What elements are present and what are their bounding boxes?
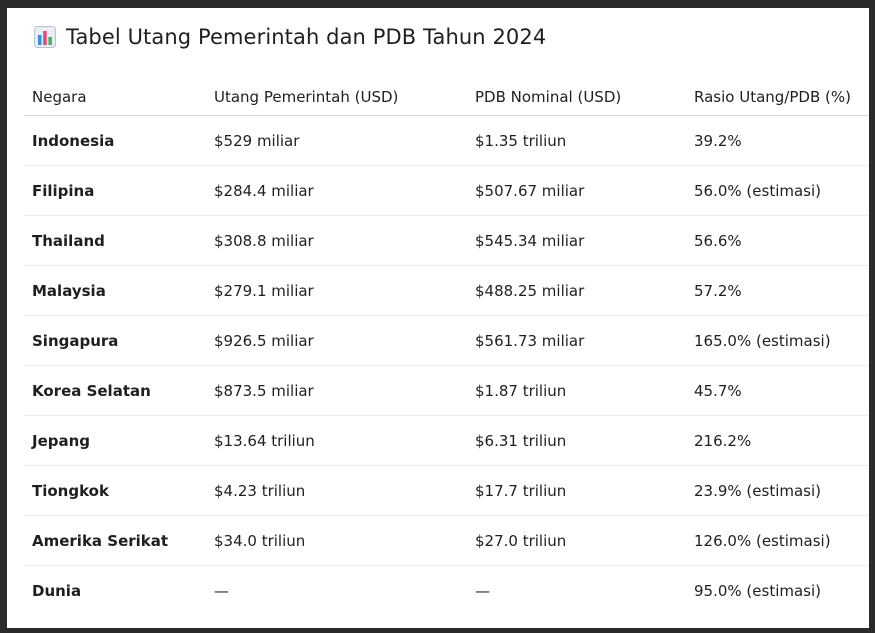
page-title: Tabel Utang Pemerintah dan PDB Tahun 202…: [66, 25, 547, 49]
cell-ratio: 216.2%: [686, 415, 869, 466]
cell-debt: $529 miliar: [206, 115, 467, 166]
cell-debt: $926.5 miliar: [206, 315, 467, 366]
cell-gdp: $545.34 miliar: [467, 215, 686, 266]
column-header-pdb: PDB Nominal (USD): [467, 78, 686, 116]
cell-gdp: $17.7 triliun: [467, 465, 686, 516]
cell-ratio: 56.6%: [686, 215, 869, 266]
table-row: Filipina $284.4 miliar $507.67 miliar 56.0%…: [24, 165, 869, 216]
column-header-rasio: Rasio Utang/PDB (%): [686, 78, 869, 116]
cell-gdp: $1.35 triliun: [467, 115, 686, 166]
cell-ratio: 57.2%: [686, 265, 869, 316]
bar-chart-icon: [34, 26, 56, 48]
cell-debt: $873.5 miliar: [206, 365, 467, 416]
table-row: Tiongkok $4.23 triliun $17.7 triliun 23.9% …: [24, 465, 869, 516]
cell-ratio: 23.9% (estimasi): [686, 465, 869, 516]
cell-country: Thailand: [24, 215, 206, 266]
cell-country: Filipina: [24, 165, 206, 216]
cell-debt: $13.64 triliun: [206, 415, 467, 466]
cell-gdp: $27.0 triliun: [467, 515, 686, 566]
cell-country: Amerika Serikat: [24, 515, 206, 566]
cell-gdp: $6.31 triliun: [467, 415, 686, 466]
cell-ratio: 45.7%: [686, 365, 869, 416]
title-row: Tabel Utang Pemerintah dan PDB Tahun 202…: [34, 22, 546, 52]
table-row: Dunia — — 95.0% (estimasi): [24, 566, 869, 616]
column-header-negara: Negara: [24, 78, 206, 116]
cell-country: Malaysia: [24, 265, 206, 316]
cell-debt: $284.4 miliar: [206, 165, 467, 216]
cell-debt: $34.0 triliun: [206, 515, 467, 566]
cell-ratio: 165.0% (estimasi): [686, 315, 869, 366]
cell-debt: $4.23 triliun: [206, 465, 467, 516]
cell-ratio: 95.0% (estimasi): [694, 581, 822, 600]
cell-ratio: 39.2%: [686, 115, 869, 166]
cell-ratio: 56.0% (estimasi): [686, 165, 869, 216]
cell-country: Jepang: [24, 415, 206, 466]
cell-country: Indonesia: [24, 115, 206, 166]
cell-gdp: $488.25 miliar: [467, 265, 686, 316]
cell-gdp: $1.87 triliun: [467, 365, 686, 416]
table-row: Jepang $13.64 triliun $6.31 triliun 216.2%: [24, 415, 869, 466]
cell-country: Singapura: [24, 315, 206, 366]
cell-debt: $308.8 miliar: [206, 215, 467, 266]
cell-gdp: —: [475, 581, 490, 600]
column-header-utang: Utang Pemerintah (USD): [206, 78, 467, 116]
cell-country: Dunia: [32, 581, 82, 600]
document-panel: Tabel Utang Pemerintah dan PDB Tahun 202…: [7, 8, 869, 628]
cell-gdp: $561.73 miliar: [467, 315, 686, 366]
table-row: Indonesia $529 miliar $1.35 triliun 39.2%: [24, 115, 869, 166]
cell-debt: $279.1 miliar: [206, 265, 467, 316]
table-row: Singapura $926.5 miliar $561.73 miliar 165.…: [24, 315, 869, 366]
cell-debt: —: [214, 581, 229, 600]
debt-gdp-table: Negara Utang Pemerintah (USD) PDB Nomina…: [24, 78, 869, 615]
table-row: Amerika Serikat $34.0 triliun $27.0 triliu…: [24, 515, 869, 566]
cell-ratio: 126.0% (estimasi): [686, 515, 869, 566]
cell-gdp: $507.67 miliar: [467, 165, 686, 216]
table-row: Thailand $308.8 miliar $545.34 miliar 56.6%: [24, 215, 869, 266]
table-row: Malaysia $279.1 miliar $488.25 miliar 57.2%: [24, 265, 869, 316]
table-row: Korea Selatan $873.5 miliar $1.87 triliun 4…: [24, 365, 869, 416]
cell-country: Korea Selatan: [24, 365, 206, 416]
cell-country: Tiongkok: [24, 465, 206, 516]
table-header-row: Negara Utang Pemerintah (USD) PDB Nomina…: [24, 78, 869, 116]
